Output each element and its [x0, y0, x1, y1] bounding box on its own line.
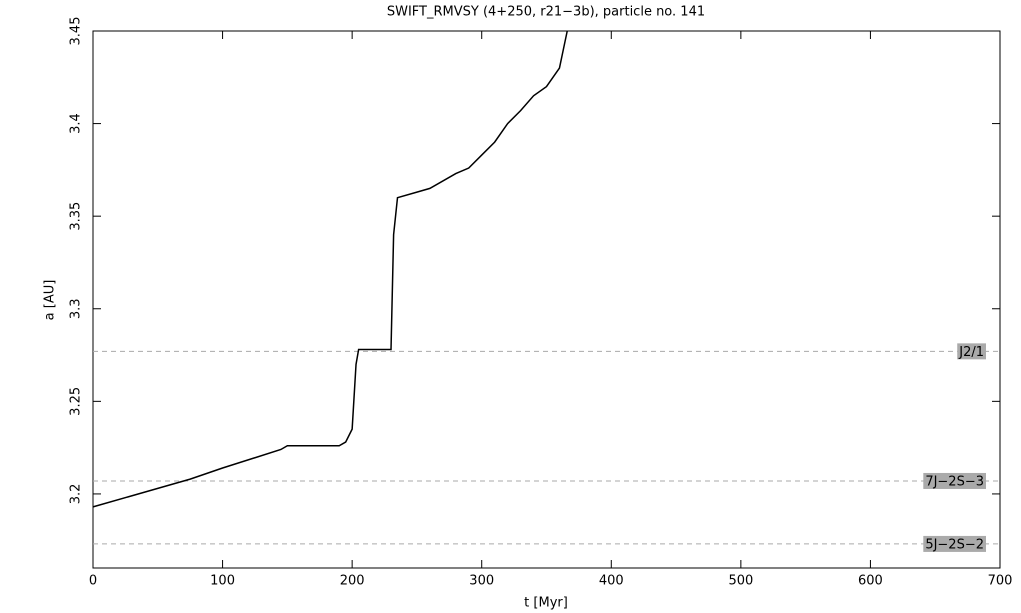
- resonance-label-box: [957, 343, 986, 360]
- y-tick-label: 3.3: [69, 298, 84, 319]
- y-tick-label: 3.45: [69, 17, 84, 46]
- resonance-label: 5J−2S−2: [925, 537, 984, 552]
- resonance-label-box: [923, 535, 986, 552]
- plot-frame: [92, 30, 1001, 569]
- y-tick-label: 3.35: [69, 202, 84, 231]
- x-tick-label: 200: [340, 574, 365, 589]
- resonance-label: J2/1: [958, 345, 984, 360]
- x-tick-label: 300: [469, 574, 494, 589]
- x-tick-label: 0: [89, 574, 97, 589]
- x-tick-label: 400: [599, 574, 624, 589]
- x-axis-label: t [Myr]: [524, 596, 568, 611]
- resonance-label: 7J−2S−3: [925, 474, 984, 489]
- x-tick-label: 700: [988, 574, 1013, 589]
- data-line: [92, 30, 568, 508]
- y-axis-label: a [AU]: [43, 280, 58, 321]
- y-tick-label: 3.25: [69, 387, 84, 416]
- y-tick-label: 3.4: [69, 113, 84, 134]
- chart-title: SWIFT_RMVSY (4+250, r21−3b), particle no…: [387, 5, 705, 20]
- x-tick-label: 100: [210, 574, 235, 589]
- resonance-label-box: [923, 472, 986, 489]
- x-tick-label: 500: [728, 574, 753, 589]
- y-tick-label: 3.2: [69, 484, 84, 505]
- x-tick-label: 600: [858, 574, 883, 589]
